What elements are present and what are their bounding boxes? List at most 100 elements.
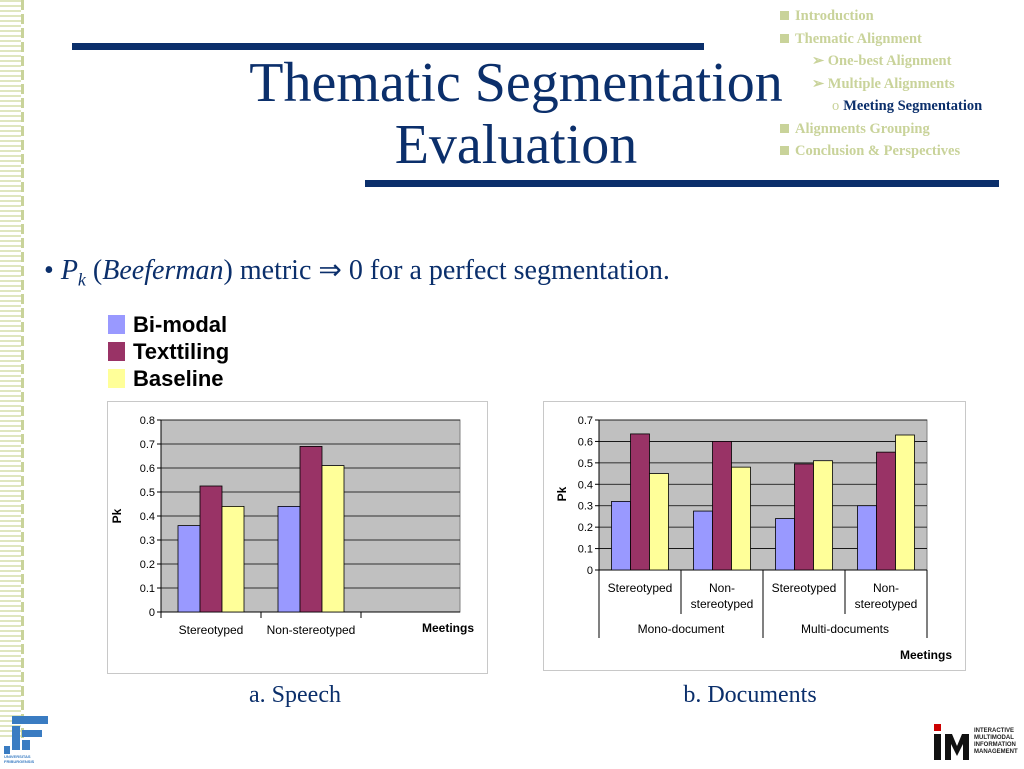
category-label: Non-stereotyped xyxy=(855,581,918,611)
university-logo-icon xyxy=(4,716,48,754)
bar-bimodal-3 xyxy=(857,505,877,571)
outline-nav: Introduction Thematic Alignment ➢ One-be… xyxy=(780,5,1020,163)
bar-texttiling-3 xyxy=(876,451,896,571)
y-tick-label: 0.2 xyxy=(140,559,155,571)
outline-item-grouping[interactable]: Alignments Grouping xyxy=(780,118,1020,141)
outline-label-active: Meeting Segmentation xyxy=(843,98,983,114)
y-tick-label: 0.4 xyxy=(578,479,593,491)
legend-swatch xyxy=(108,342,125,361)
square-bullet-icon xyxy=(780,123,789,133)
x-axis-label: Meetings xyxy=(900,648,952,662)
legend-swatch xyxy=(108,369,125,388)
shared-legend: Bi-modal Texttiling Baseline xyxy=(108,311,229,392)
outline-label: Introduction xyxy=(795,8,874,24)
legend-item-texttiling: Texttiling xyxy=(108,338,229,365)
category-label-line: Stereotyped xyxy=(179,623,244,637)
y-tick-label: 0 xyxy=(149,607,155,619)
outline-label: Alignments Grouping xyxy=(795,120,930,137)
bar-texttiling-2 xyxy=(794,463,814,571)
y-tick-label: 0.4 xyxy=(140,511,155,523)
bar-baseline-1 xyxy=(321,465,345,613)
university-logo: UNIVERSITAS FRIBURGENSIS xyxy=(4,716,48,764)
legend-label: Bi-modal xyxy=(133,312,228,337)
title-rule-top xyxy=(72,43,704,50)
arrow-bullet-icon: ➢ xyxy=(812,53,825,69)
bullet-text-open: ( xyxy=(85,255,103,286)
outline-item-meeting-segmentation[interactable]: o Meeting Segmentation xyxy=(780,95,1020,118)
bullet-point: • Pk (Beeferman) metric ⇒ 0 for a perfec… xyxy=(44,253,670,291)
chart-documents: 0 0.1 0.2 0.3 0.4 0.5 0.6 0.7 Pk Stereotyped Non-s… xyxy=(543,401,966,671)
legend-label: Baseline xyxy=(133,366,224,391)
group-label: Multi-documents xyxy=(801,622,889,636)
outline-item-multiple[interactable]: ➢ Multiple Alignments xyxy=(780,73,1020,96)
legend-item-baseline: Baseline xyxy=(108,365,229,392)
category-label: Stereotyped xyxy=(179,623,244,637)
bar-baseline-0 xyxy=(649,473,669,571)
outline-item-one-best[interactable]: ➢ One-best Alignment xyxy=(780,50,1020,73)
bar-baseline-2 xyxy=(813,460,833,571)
pk-symbol: P xyxy=(60,255,78,286)
y-axis-label: Pk xyxy=(555,486,569,501)
outline-item-conclusion[interactable]: Conclusion & Perspectives xyxy=(780,140,1020,163)
bullet-text-rest: ) metric ⇒ 0 for a perfect segmentation. xyxy=(223,255,670,286)
title-line-2: Evaluation xyxy=(394,114,638,176)
category-label-line: Non-stereotyped xyxy=(267,623,356,637)
category-label-line: Non- xyxy=(873,581,899,595)
x-axis-label: Meetings xyxy=(422,621,474,635)
outline-item-thematic-alignment[interactable]: Thematic Alignment xyxy=(780,28,1020,51)
im2-logo: INTERACTIVE MULTIMODAL INFORMATION MANAG… xyxy=(932,722,1020,762)
legend-label: Texttiling xyxy=(133,339,230,364)
caption-speech: a. Speech xyxy=(249,682,341,708)
group-label: Mono-document xyxy=(638,622,725,636)
y-tick-label: 0.2 xyxy=(578,522,593,534)
square-bullet-icon xyxy=(780,33,789,43)
chart-speech-svg: 0 0.1 0.2 0.3 0.4 0.5 0.6 0.7 0.8 Pk Stereotyped No… xyxy=(110,415,474,637)
pk-subscript: k xyxy=(77,269,86,290)
square-bullet-icon xyxy=(780,146,789,155)
im2-logo-text: INTERACTIVE MULTIMODAL INFORMATION MANAG… xyxy=(974,728,1018,755)
category-label: Stereotyped xyxy=(608,581,673,595)
y-tick-label: 0.7 xyxy=(578,415,593,427)
bar-texttiling-0 xyxy=(630,433,650,571)
title-rule-bottom xyxy=(365,180,999,187)
bar-texttiling-0 xyxy=(199,485,223,613)
category-label: Stereotyped xyxy=(772,581,837,595)
bar-bimodal-0 xyxy=(611,501,631,571)
outline-label: Multiple Alignments xyxy=(827,75,955,92)
bar-texttiling-1 xyxy=(712,441,732,571)
y-tick-label: 0 xyxy=(587,565,593,577)
chart-documents-svg: 0 0.1 0.2 0.3 0.4 0.5 0.6 0.7 Pk Stereotyped Non-s… xyxy=(555,415,952,662)
y-axis-label: Pk xyxy=(110,508,124,523)
bar-baseline-1 xyxy=(731,466,751,571)
bar-texttiling-1 xyxy=(299,446,323,613)
y-tick-label: 0.1 xyxy=(140,583,155,595)
y-tick-label: 0.8 xyxy=(140,415,155,427)
outline-item-introduction[interactable]: Introduction xyxy=(780,5,1020,28)
y-tick-label: 0.7 xyxy=(140,439,155,451)
bar-bimodal-2 xyxy=(775,518,795,571)
category-label: Non-stereotyped xyxy=(267,623,356,637)
legend-swatch xyxy=(108,315,125,334)
bar-bimodal-1 xyxy=(693,510,713,571)
y-tick-label: 0.3 xyxy=(578,501,593,513)
circle-bullet-icon: o xyxy=(832,98,840,114)
legend-item-bimodal: Bi-modal xyxy=(108,311,229,338)
bar-bimodal-1 xyxy=(277,506,301,613)
y-tick-label: 0.5 xyxy=(140,487,155,499)
arrow-bullet-icon: ➢ xyxy=(812,75,825,92)
bar-bimodal-0 xyxy=(177,525,201,613)
beeferman-text: Beeferman xyxy=(102,255,224,286)
university-logo-text: UNIVERSITAS FRIBURGENSIS xyxy=(4,754,35,764)
caption-documents: b. Documents xyxy=(683,682,817,708)
category-label-line: stereotyped xyxy=(691,597,754,611)
side-stripe-decoration xyxy=(0,0,24,740)
y-tick-label: 0.3 xyxy=(140,535,155,547)
im2-logo-icon xyxy=(934,724,969,760)
y-tick-label: 0.6 xyxy=(140,463,155,475)
category-label: Non-stereotyped xyxy=(691,581,754,611)
bullet-dot: • xyxy=(44,255,54,286)
category-label-line: Stereotyped xyxy=(608,581,673,595)
category-label-line: stereotyped xyxy=(855,597,918,611)
outline-label: Thematic Alignment xyxy=(795,30,922,47)
slide-title: Thematic Segmentation Evaluation xyxy=(160,52,872,176)
